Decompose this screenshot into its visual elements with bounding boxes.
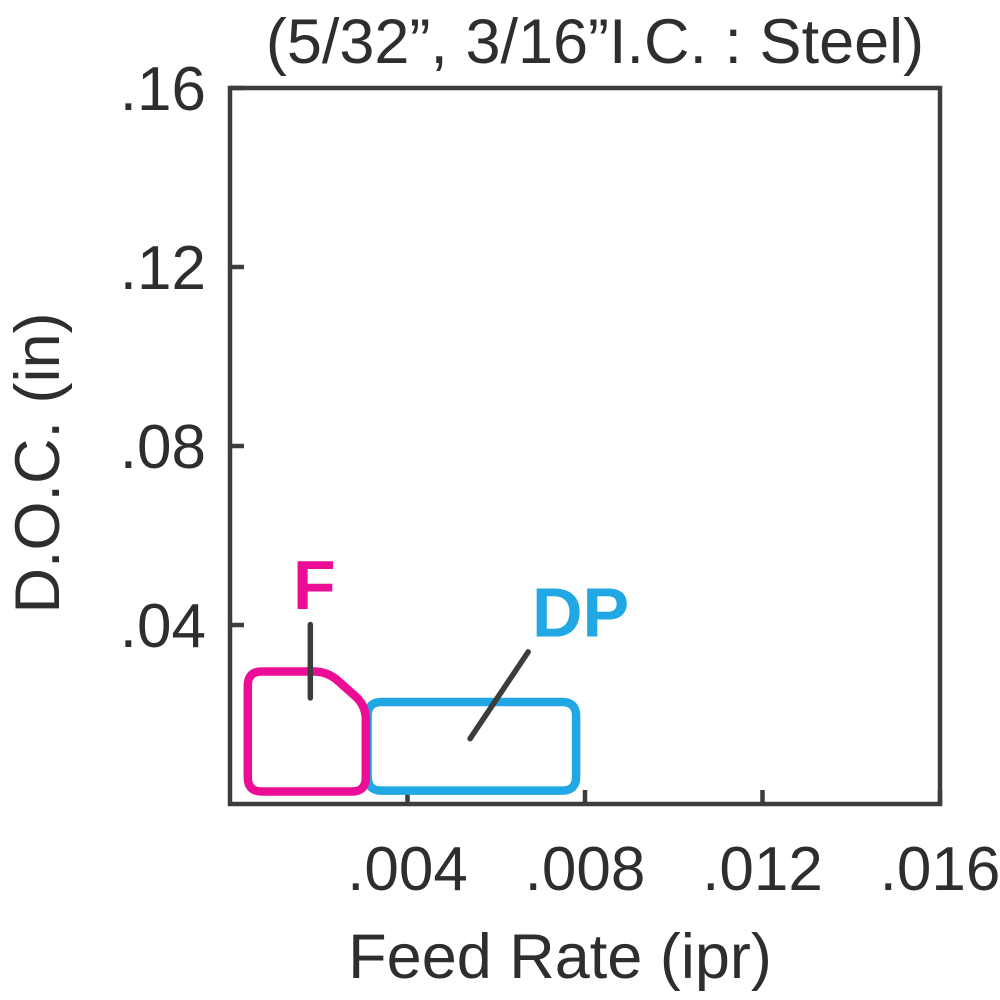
region-label-DP: DP bbox=[532, 574, 629, 652]
y-tick-label-.16: .16 bbox=[120, 55, 206, 124]
y-tick-label-.08: .08 bbox=[120, 413, 206, 482]
x-tick-label-.004: .004 bbox=[347, 835, 468, 904]
x-tick-label-.012: .012 bbox=[702, 835, 823, 904]
region-label-F: F bbox=[293, 546, 336, 624]
y-tick-label-.04: .04 bbox=[120, 592, 206, 661]
chart-title: (5/32”, 3/16”I.C. : Steel) bbox=[265, 7, 925, 77]
y-tick-label-.12: .12 bbox=[120, 234, 206, 303]
region-DP bbox=[363, 697, 581, 795]
plot-frame bbox=[227, 85, 943, 807]
region-F bbox=[243, 667, 371, 796]
x-tick-label-.008: .008 bbox=[525, 835, 646, 904]
x-axis-title: Feed Rate (ipr) bbox=[348, 922, 772, 992]
region-leader-DP bbox=[467, 649, 531, 742]
x-tick-label-.016: .016 bbox=[880, 835, 1000, 904]
